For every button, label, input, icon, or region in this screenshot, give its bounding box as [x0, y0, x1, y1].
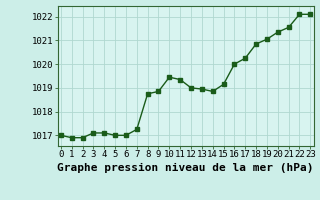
X-axis label: Graphe pression niveau de la mer (hPa): Graphe pression niveau de la mer (hPa) — [57, 163, 314, 173]
